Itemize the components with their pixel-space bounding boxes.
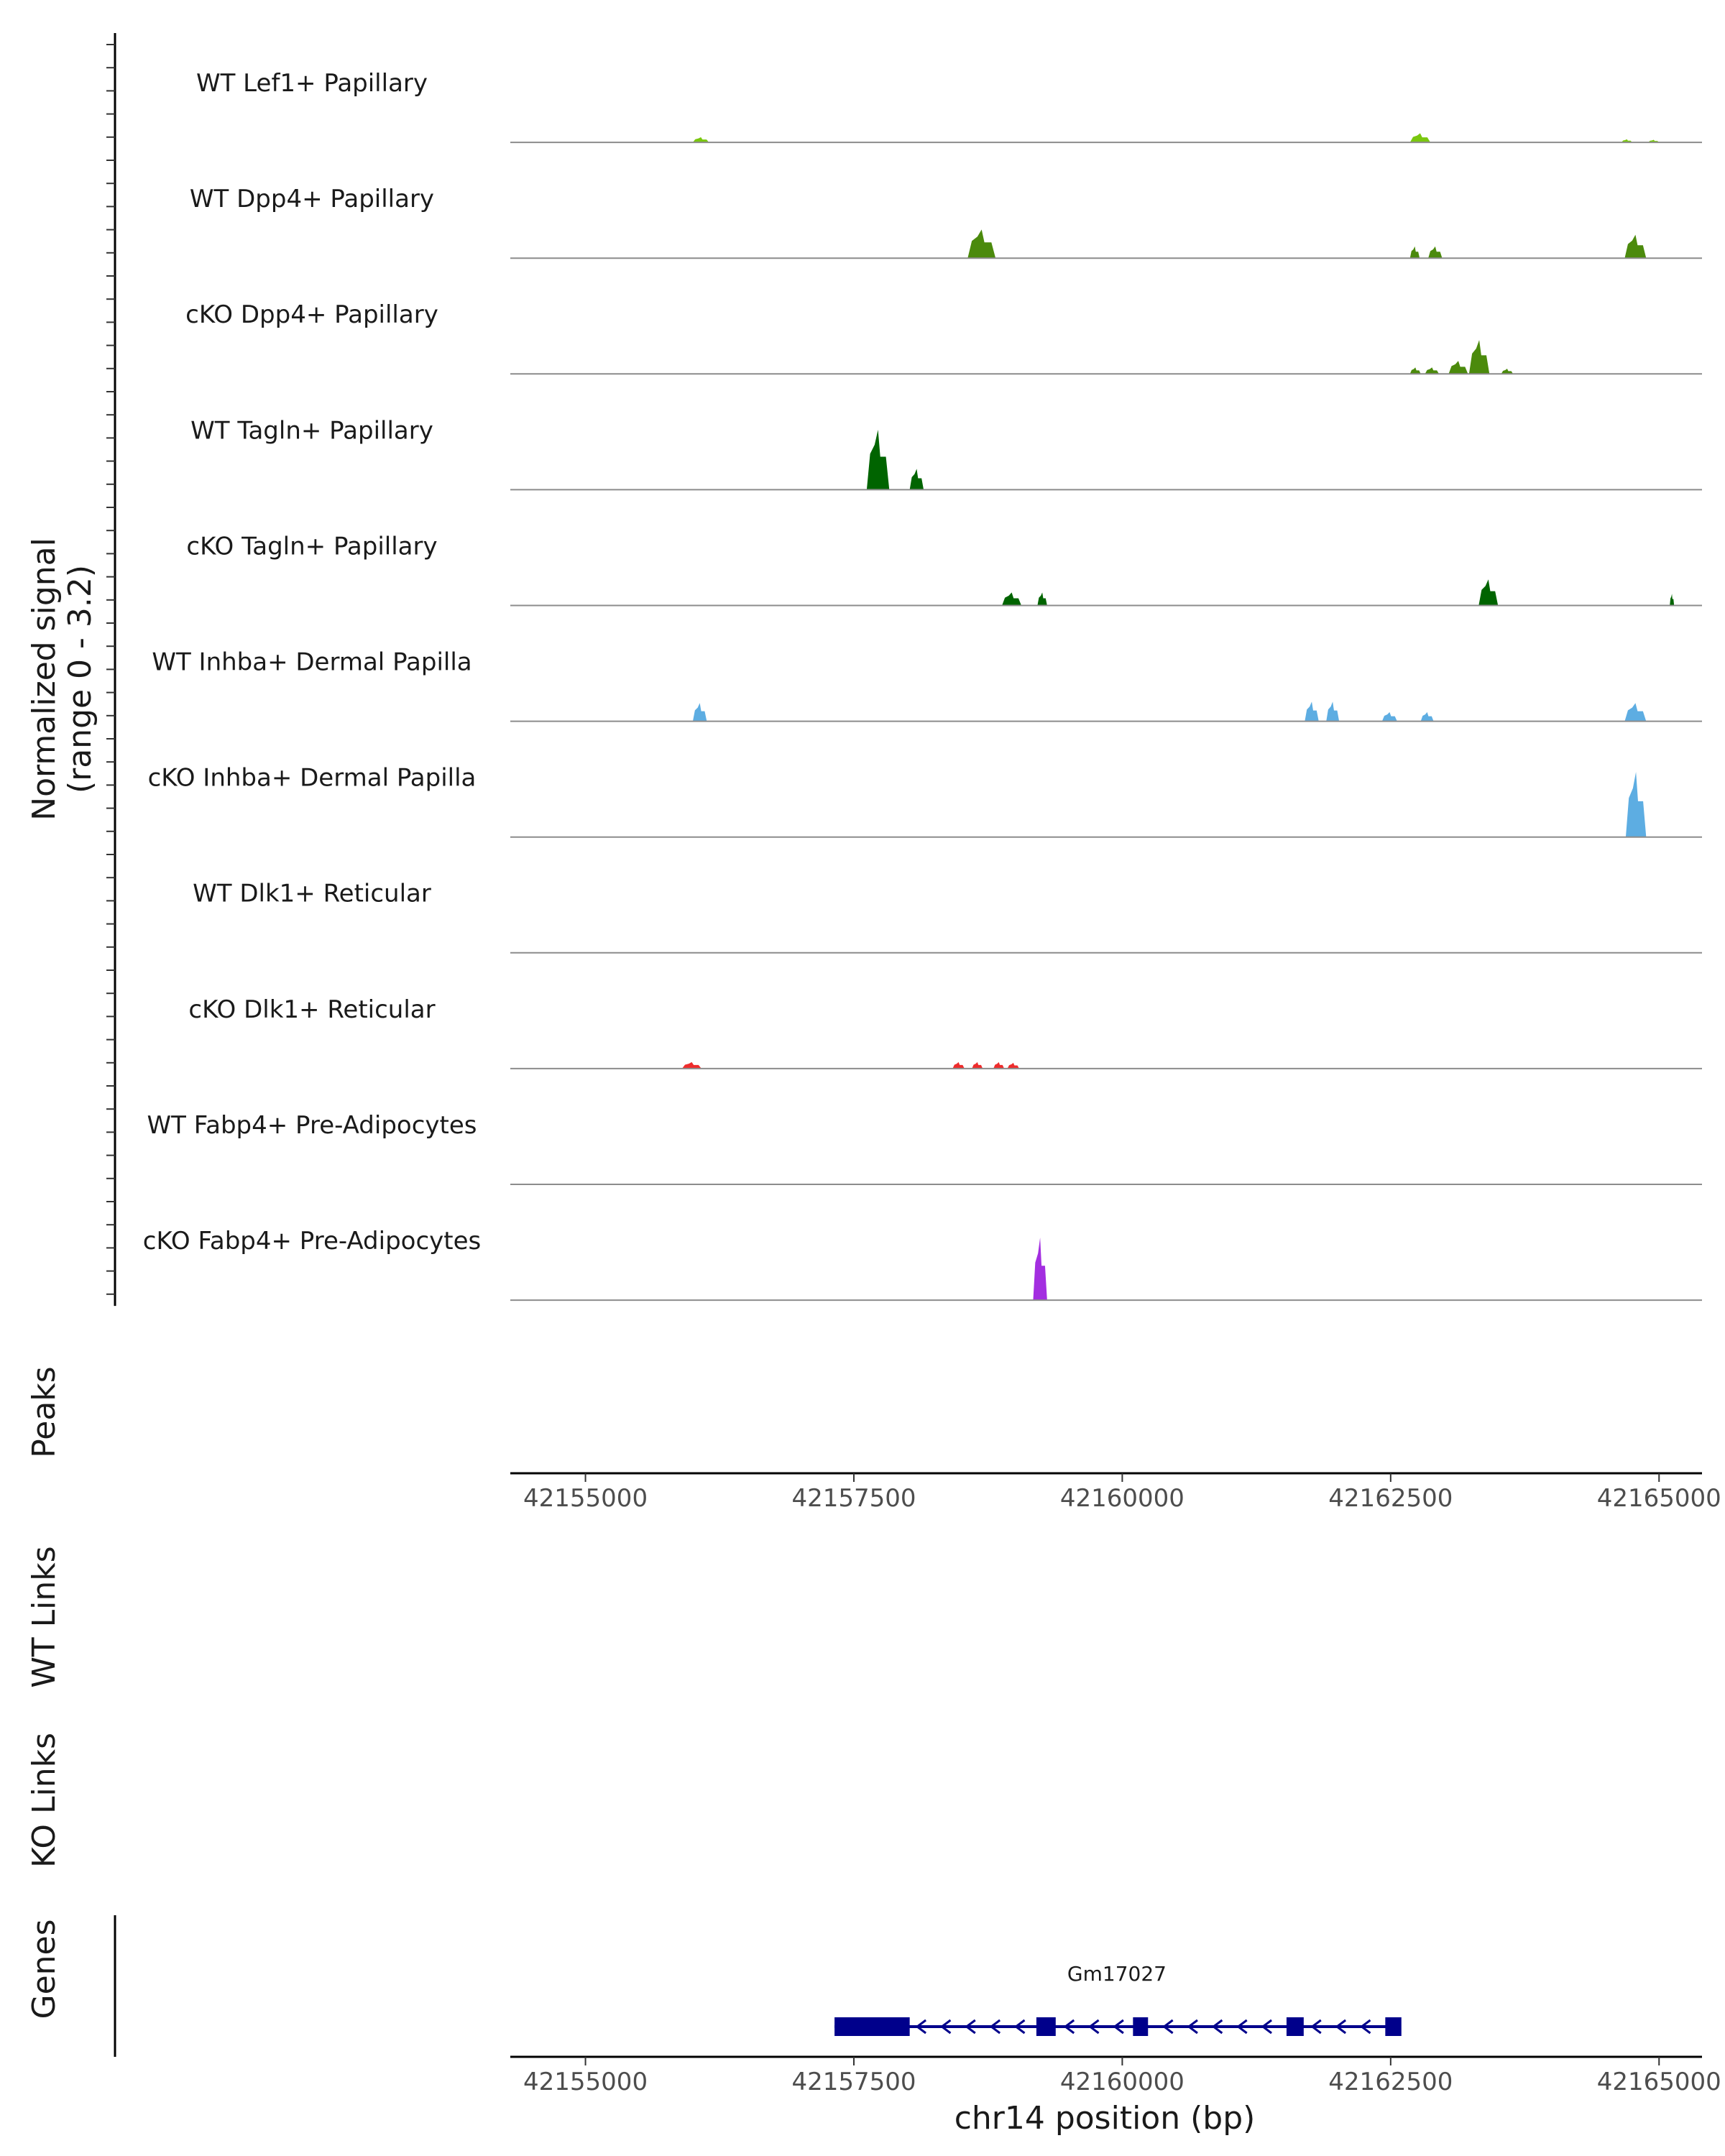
track-1: WT Lef1+ Papillary [196,69,1702,144]
coverage-peak [1624,234,1647,259]
coverage-peak [967,229,996,259]
strand-arrow [1162,2019,1174,2035]
x-tick-label: 42155000 [523,1484,648,1513]
coverage-peak [993,1061,1005,1069]
track-9: cKO Dlk1+ Reticular [188,995,1702,1069]
track-7: cKO Inhba+ Dermal Papilla [148,764,1702,838]
coverage-peak [1621,139,1632,143]
track-label: cKO Dlk1+ Reticular [188,995,435,1024]
coverage-peak [1033,1238,1047,1301]
track-label: WT Fabp4+ Pre-Adipocytes [147,1111,477,1140]
coverage-peak [909,469,924,490]
track-3: cKO Dpp4+ Papillary [185,300,1702,375]
ko-links-panel-title: KO Links [26,1733,63,1868]
coverage-peak [1409,246,1420,259]
coverage-y-axis [106,33,116,1307]
coverage-peak [1420,711,1434,722]
strand-arrow [1310,2019,1322,2035]
gene-exon [834,2017,910,2036]
strand-arrow [1113,2019,1124,2035]
gene-exon [1286,2017,1304,2036]
coverage-peak [1409,133,1431,143]
coverage-peak [692,703,707,722]
strand-arrow [1261,2019,1272,2035]
coverage-peak [972,1061,983,1069]
coverage-peak [1037,592,1047,606]
coverage-y-axis-range: (range 0 - 3.2) [62,565,98,793]
peaks-x-axis: 42155000 42157500 42160000 42162500 42165000 [523,1473,1721,1513]
track-6: WT Inhba+ Dermal Papilla [152,648,1702,722]
track-label: WT Lef1+ Papillary [196,69,428,98]
strand-arrow [989,2019,1001,2035]
strand-arrow [1014,2019,1026,2035]
coverage-peak [1428,246,1443,259]
strand-arrow [1063,2019,1075,2035]
strand-arrow [939,2019,952,2035]
gene-exon [1385,2017,1402,2036]
track-10: WT Fabp4+ Pre-Adipocytes [147,1111,1702,1185]
coverage-peak [1501,369,1514,374]
coverage-peak [952,1061,965,1069]
track-label: WT Dpp4+ Papillary [190,185,434,213]
track-label: cKO Tagln+ Papillary [186,532,437,561]
coverage-peak [1478,579,1499,606]
track-label: cKO Inhba+ Dermal Papilla [148,764,477,793]
x-axis-title: chr14 position (bp) [954,2100,1256,2137]
track-label: WT Tagln+ Papillary [190,416,433,445]
track-2: WT Dpp4+ Papillary [190,185,1702,259]
x-tick-label: 42162500 [1328,2068,1453,2096]
coverage-peak [1007,1062,1020,1069]
track-label: cKO Fabp4+ Pre-Adipocytes [143,1227,482,1256]
strand-arrow [1211,2019,1223,2035]
x-tick-label: 42162500 [1328,1484,1453,1513]
strand-arrow [1359,2019,1371,2035]
strand-arrow [1236,2019,1248,2035]
gene-label: Gm17027 [1067,1962,1167,1986]
strand-arrow [915,2019,926,2035]
coverage-peak [1670,594,1675,606]
coverage-peak [1305,701,1319,722]
peaks-panel-title: Peaks [26,1366,63,1457]
coverage-peak [1425,367,1440,374]
x-tick-label: 42165000 [1597,2068,1721,2096]
strand-arrow [965,2019,976,2035]
strand-arrow [1335,2019,1347,2035]
x-tick-label: 42160000 [1060,2068,1184,2096]
strand-arrow [1187,2019,1198,2035]
track-11: cKO Fabp4+ Pre-Adipocytes [143,1227,1702,1302]
genes-panel-title: Genes [26,1919,63,2019]
gene-exon [1036,2017,1056,2036]
coverage-tracks: WT Lef1+ Papillary WT Dpp4+ Papillary cKO … [143,69,1702,1302]
x-tick-label: 42157500 [791,1484,916,1513]
coverage-peak [681,1061,702,1069]
x-tick-label: 42165000 [1597,1484,1721,1513]
x-tick-label: 42157500 [791,2068,916,2096]
coverage-peak [1468,340,1490,374]
coverage-peak [1381,711,1397,722]
track-label: WT Dlk1+ Reticular [193,880,431,908]
track-8: WT Dlk1+ Reticular [193,880,1702,954]
track-label: WT Inhba+ Dermal Papilla [152,648,472,677]
gene-exon [1133,2017,1149,2036]
strand-arrow [1088,2019,1100,2035]
genes-x-axis: 42155000 42157500 42160000 42162500 42165000 [523,2057,1721,2096]
track-4: WT Tagln+ Papillary [190,416,1702,491]
track-5: cKO Tagln+ Papillary [186,532,1702,607]
x-tick-label: 42155000 [523,2068,648,2096]
coverage-peak [866,430,890,490]
coverage-peak [1409,367,1421,374]
track-label: cKO Dpp4+ Papillary [185,300,438,329]
coverage-peak [1448,361,1468,374]
coverage-peak [1002,592,1021,606]
x-tick-label: 42160000 [1060,1484,1184,1513]
coverage-peak [1326,701,1340,722]
coverage-y-axis-title: Normalized signal [26,538,63,821]
coverage-peak [1624,703,1647,722]
coverage-peak [1625,772,1647,837]
coverage-peak [692,137,709,143]
gene-track [834,2017,1402,2036]
wt-links-panel-title: WT Links [26,1546,63,1687]
